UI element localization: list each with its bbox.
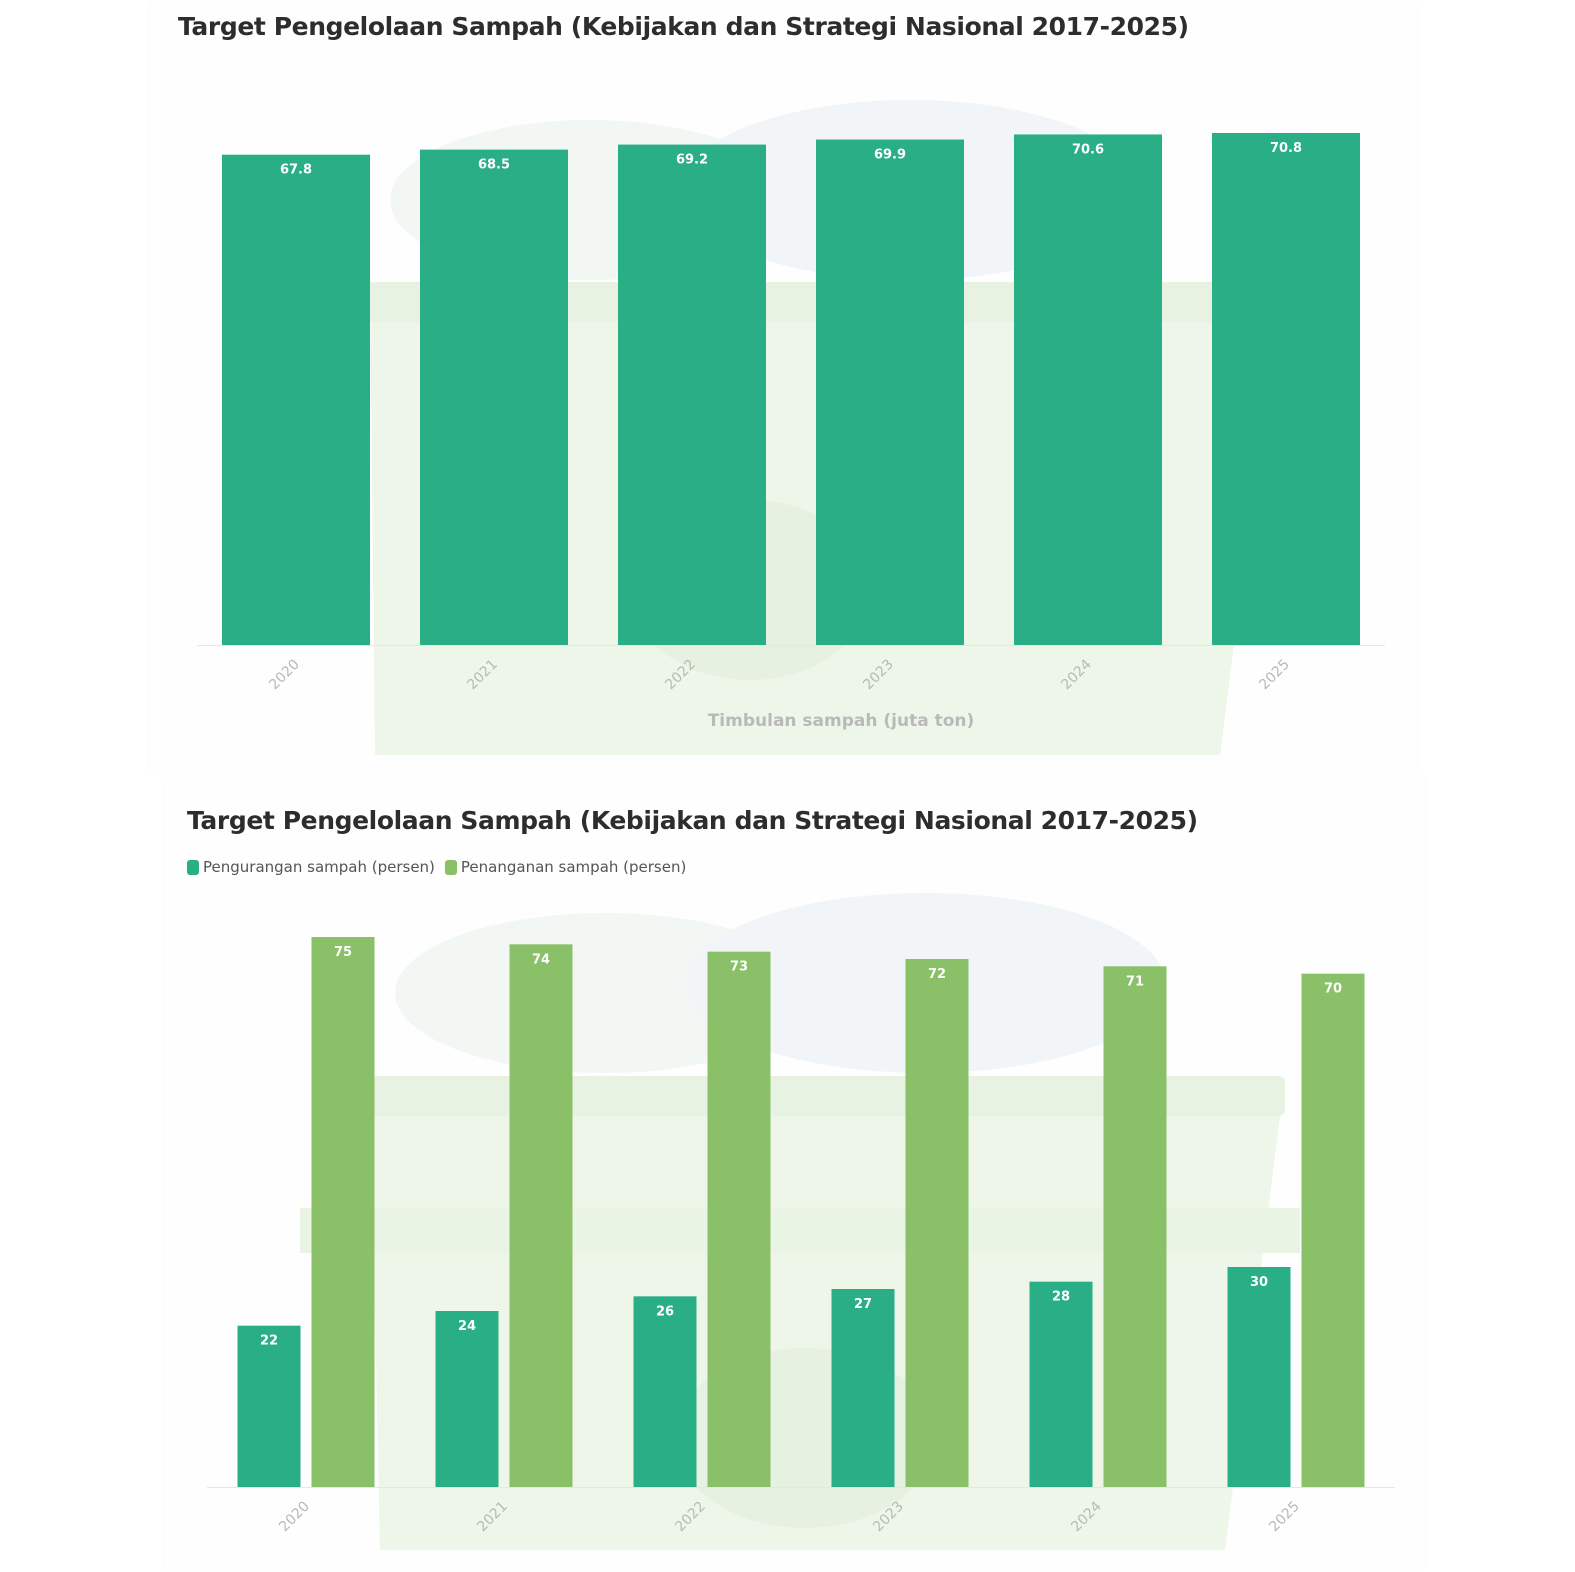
bar-penanganan-2021[interactable] bbox=[509, 944, 573, 1487]
data-label-2024: 70.6 bbox=[1072, 142, 1104, 157]
bar-pengurangan-2022[interactable] bbox=[633, 1296, 697, 1487]
data-label-penanganan-2023: 72 bbox=[928, 967, 946, 982]
bar-chart-timbulan: 67.8 68.5 69.2 69.9 70.6 70.8 2020 2021 2022 202… bbox=[197, 100, 1385, 755]
data-label-pengurangan-2025: 30 bbox=[1250, 1275, 1268, 1290]
bar-pengurangan-2024[interactable] bbox=[1029, 1281, 1093, 1487]
chart-title: Target Pengelolaan Sampah (Kebijakan dan… bbox=[178, 12, 1189, 41]
bar-2021[interactable] bbox=[420, 149, 568, 646]
bar-2022[interactable] bbox=[618, 144, 766, 645]
data-label-pengurangan-2022: 26 bbox=[656, 1304, 674, 1319]
data-label-penanganan-2020: 75 bbox=[334, 945, 352, 960]
data-label-2020: 67.8 bbox=[280, 163, 312, 178]
bar-pengurangan-2023[interactable] bbox=[831, 1289, 895, 1487]
bar-2023[interactable] bbox=[816, 139, 964, 645]
x-tick-2020: 2020 bbox=[266, 657, 303, 694]
x-tick-2025: 2025 bbox=[1256, 657, 1293, 694]
x-tick-2020: 2020 bbox=[276, 1499, 313, 1536]
bar-2020[interactable] bbox=[222, 154, 370, 645]
bar-pengurangan-2021[interactable] bbox=[435, 1311, 499, 1487]
data-label-penanganan-2024: 71 bbox=[1126, 974, 1144, 989]
bar-penanganan-2024[interactable] bbox=[1103, 966, 1167, 1487]
bars-group: 22 75 24 74 26 73 27 72 28 71 30 70 bbox=[237, 937, 1365, 1487]
legend-item-pengurangan[interactable]: Pengurangan sampah (persen) bbox=[187, 858, 435, 876]
legend-swatch bbox=[187, 859, 199, 875]
bar-pengurangan-2020[interactable] bbox=[237, 1325, 301, 1487]
x-tick-2025: 2025 bbox=[1266, 1499, 1303, 1536]
bar-2025[interactable] bbox=[1212, 133, 1360, 645]
chart-panel-timbulan: Target Pengelolaan Sampah (Kebijakan dan… bbox=[150, 0, 1415, 770]
legend-swatch bbox=[444, 859, 457, 875]
chart-panel-persentase: Target Pengelolaan Sampah (Kebijakan dan… bbox=[165, 778, 1425, 1568]
data-label-pengurangan-2021: 24 bbox=[458, 1319, 476, 1334]
bar-penanganan-2020[interactable] bbox=[311, 937, 375, 1487]
data-label-2021: 68.5 bbox=[478, 158, 510, 173]
bar-pengurangan-2025[interactable] bbox=[1227, 1267, 1291, 1487]
data-label-pengurangan-2020: 22 bbox=[260, 1334, 278, 1349]
x-axis-title: Timbulan sampah (juta ton) bbox=[708, 711, 975, 731]
chart-title: Target Pengelolaan Sampah (Kebijakan dan… bbox=[187, 806, 1198, 835]
bar-penanganan-2023[interactable] bbox=[905, 959, 969, 1487]
data-label-penanganan-2022: 73 bbox=[730, 960, 748, 975]
bar-penanganan-2022[interactable] bbox=[707, 951, 771, 1487]
bars-group: 67.8 68.5 69.2 69.9 70.6 70.8 bbox=[222, 133, 1360, 646]
legend-label: Pengurangan sampah (persen) bbox=[203, 858, 435, 876]
legend-label: Penanganan sampah (persen) bbox=[460, 858, 687, 876]
data-label-pengurangan-2024: 28 bbox=[1052, 1290, 1070, 1305]
data-label-pengurangan-2023: 27 bbox=[854, 1297, 872, 1312]
data-label-2022: 69.2 bbox=[676, 153, 708, 168]
data-label-2023: 69.9 bbox=[874, 148, 906, 163]
data-label-2025: 70.8 bbox=[1270, 141, 1302, 156]
bar-2024[interactable] bbox=[1014, 134, 1162, 645]
data-label-penanganan-2025: 70 bbox=[1324, 982, 1342, 997]
legend-item-penanganan[interactable]: Penanganan sampah (persen) bbox=[444, 858, 687, 876]
bar-penanganan-2025[interactable] bbox=[1301, 973, 1365, 1487]
legend: Pengurangan sampah (persen) Penanganan s… bbox=[187, 858, 696, 876]
data-label-penanganan-2021: 74 bbox=[532, 952, 550, 967]
